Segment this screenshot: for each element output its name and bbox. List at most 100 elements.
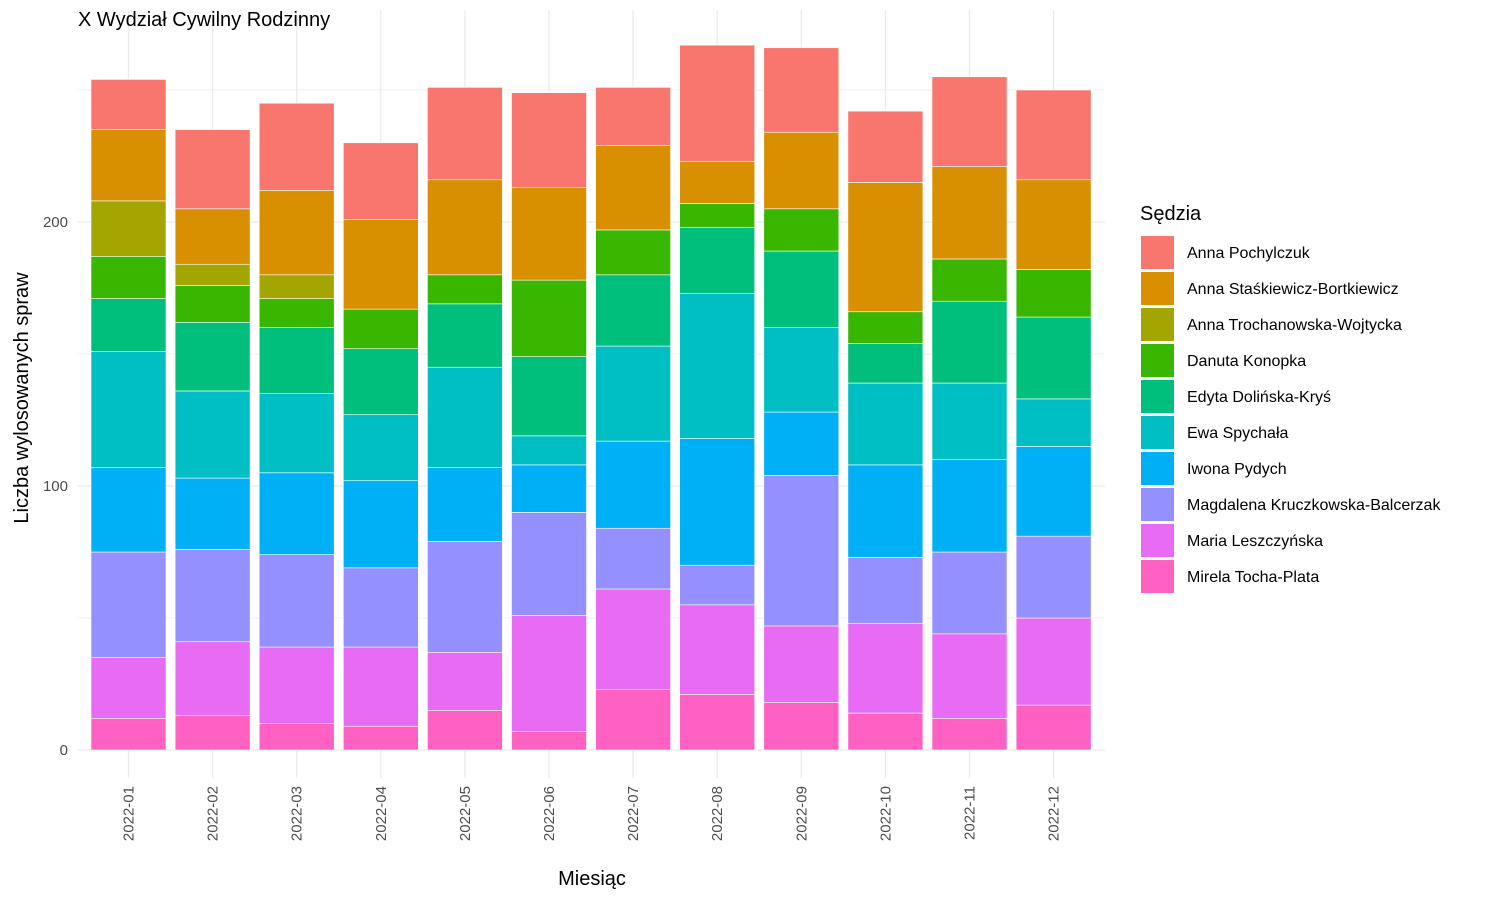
bar-segment (174, 129, 251, 210)
bar-segment (763, 327, 840, 413)
bar-segment (258, 102, 335, 191)
legend-swatch (1141, 236, 1174, 269)
bar-segment (931, 459, 1008, 553)
bar-segment (763, 702, 840, 751)
bar-segment (258, 274, 335, 299)
legend-swatch (1141, 344, 1174, 377)
bar-segment (90, 351, 167, 468)
y-tick-label: 100 (43, 478, 68, 495)
y-axis-title: Liczba wylosowanych spraw (11, 272, 33, 524)
bar-segment (258, 554, 335, 648)
axis-layer: 0 100 200 2022-01 2022-02 2022-03 2022-04 2022-… (43, 214, 1063, 841)
bar-segment (427, 303, 503, 368)
bar-segment (1015, 704, 1092, 751)
bar-segment (595, 345, 671, 442)
bar-segment (679, 604, 756, 695)
bar-segment (427, 179, 503, 276)
bar-segment (90, 256, 167, 299)
legend-swatch (1141, 524, 1174, 557)
bar-segment (847, 556, 924, 624)
bar-segment (258, 646, 335, 724)
y-tick-label: 200 (43, 214, 68, 231)
bar-segment (1015, 617, 1092, 706)
bar-segment (427, 652, 503, 711)
bar-segment (1015, 89, 1092, 181)
bar-segment (1015, 398, 1092, 447)
bar-segment (174, 715, 251, 751)
bar-segment (258, 472, 335, 555)
bar-segment (763, 475, 840, 627)
legend-label: Anna Staśkiewicz-Bortkiewicz (1187, 281, 1399, 298)
legend-label: Danuta Konopka (1187, 353, 1306, 370)
bar-segment (679, 438, 756, 566)
bar-segment (174, 285, 251, 323)
bar-segment (174, 390, 251, 479)
bar-segment (679, 564, 756, 606)
bar-segment (679, 160, 756, 204)
bar-segment (258, 298, 335, 328)
bar-segment (427, 541, 503, 653)
bar-segment (174, 641, 251, 716)
bar-segment (679, 226, 756, 294)
legend-label: Mirela Tocha-Plata (1187, 569, 1319, 586)
bar-segment (427, 366, 503, 468)
bar-segment (847, 110, 924, 183)
bar-segment (90, 467, 167, 553)
bar-segment (511, 512, 587, 616)
bar-segment (342, 725, 419, 751)
legend-label: Anna Trochanowska-Wojtycka (1187, 317, 1402, 334)
bar-segment (90, 298, 167, 352)
bar-segment (511, 435, 587, 466)
bar-segment (90, 718, 167, 751)
bar-segment (174, 263, 251, 286)
bar-segment (847, 182, 924, 313)
bar-segment (763, 250, 840, 328)
bar-segment (511, 464, 587, 513)
legend-label: Edyta Dolińska-Kryś (1187, 389, 1331, 406)
bar-segment (511, 356, 587, 437)
bar-segment (427, 274, 503, 305)
legend-label: Iwona Pydych (1187, 461, 1287, 478)
bar-segment (931, 633, 1008, 719)
bar-segment (90, 551, 167, 658)
x-tick-label: 2022-09 (793, 786, 810, 841)
bar-segment (679, 694, 756, 751)
bar-segment (595, 527, 671, 590)
bar-segment (595, 440, 671, 529)
legend-swatch (1141, 488, 1174, 521)
bar-segment (90, 200, 167, 257)
x-tick-label: 2022-12 (1046, 786, 1063, 841)
y-tick-label: 0 (60, 742, 68, 759)
x-tick-label: 2022-03 (289, 786, 306, 841)
chart-title: X Wydział Cywilny Rodzinny (78, 9, 330, 31)
bar-segment (847, 464, 924, 558)
bar-segment (847, 622, 924, 714)
bar-segment (342, 646, 419, 727)
bar-segment (847, 382, 924, 466)
bar-segment (1015, 535, 1092, 619)
bar-segment (595, 274, 671, 347)
bar-segment (595, 145, 671, 231)
x-tick-label: 2022-11 (962, 786, 979, 840)
x-tick-label: 2022-07 (625, 786, 642, 841)
x-tick-label: 2022-06 (541, 786, 558, 841)
x-tick-label: 2022-10 (877, 786, 894, 841)
bar-segment (679, 203, 756, 228)
bar-segment (342, 142, 419, 220)
legend-swatch (1141, 380, 1174, 413)
legend: Sędzia Anna Pochylczuk Anna Staśkiewicz-B… (1140, 203, 1441, 593)
bar-segment (258, 327, 335, 394)
bar-segment (90, 129, 167, 202)
legend-swatch (1141, 560, 1174, 593)
bar-segment (342, 348, 419, 416)
legend-swatch (1141, 416, 1174, 449)
bar-segment (174, 477, 251, 550)
bar-segment (679, 292, 756, 439)
bar-segment (1015, 179, 1092, 270)
bar-segment (847, 343, 924, 384)
bar-segment (595, 688, 671, 751)
bar-segment (1015, 446, 1092, 537)
bar-segment (342, 567, 419, 648)
